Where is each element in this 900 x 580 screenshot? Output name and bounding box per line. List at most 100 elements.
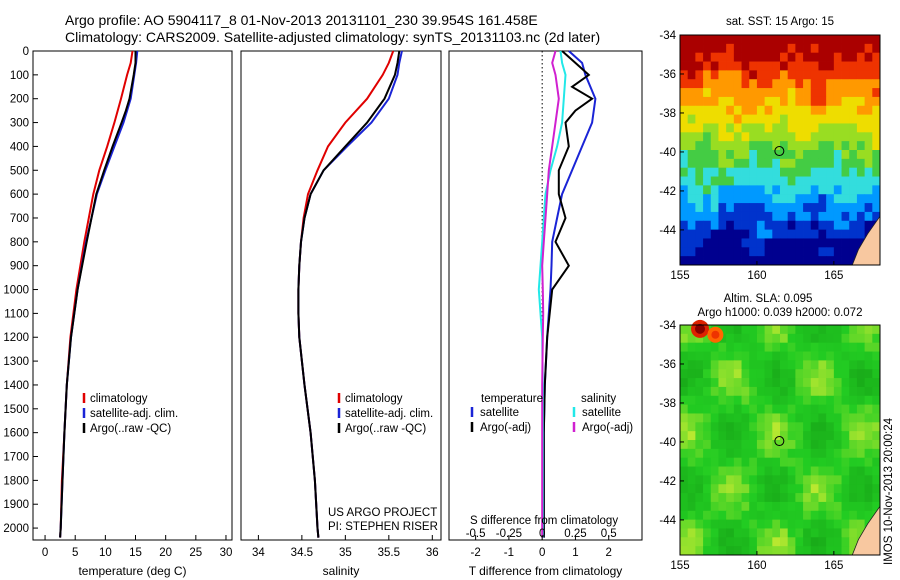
sst-cell: [726, 114, 735, 124]
sla-cell: [856, 351, 866, 361]
sla-cell: [810, 325, 819, 335]
sla-cell: [803, 413, 812, 423]
sla-cell: [818, 325, 827, 335]
sla-cell: [680, 448, 689, 459]
sla-cell: [718, 519, 727, 529]
diff-legend-title-temperature: temperature: [481, 393, 543, 405]
sst-cell: [733, 132, 742, 142]
sst-cell: [756, 105, 766, 116]
sst-cell: [741, 79, 750, 89]
sla-heatmap-cells: [680, 325, 881, 556]
sla-cell: [749, 466, 758, 476]
sla-cell: [772, 519, 781, 529]
sla-cell: [841, 360, 850, 370]
sla-cell: [718, 386, 727, 397]
sla-cell: [795, 484, 804, 494]
sla-cell: [733, 484, 742, 494]
sst-cell: [841, 256, 850, 266]
sst-cell: [749, 203, 758, 213]
sst-cell: [764, 114, 773, 124]
sst-cell: [680, 194, 689, 204]
sla-cell: [803, 342, 812, 352]
sla-cell: [741, 386, 750, 397]
sst-cell: [772, 220, 781, 231]
sst-cell: [695, 211, 704, 222]
sla-cell: [756, 493, 766, 503]
sla-cell: [741, 431, 750, 441]
sla-ytick-label-5: -44: [659, 515, 676, 527]
sla-cell: [826, 484, 835, 494]
sla-cell: [856, 395, 866, 406]
sst-cell: [741, 203, 750, 213]
sla-cell: [841, 342, 850, 352]
sla-cell: [810, 413, 819, 423]
sla-cell: [826, 342, 835, 352]
sst-cell: [718, 203, 727, 213]
sst-cell: [733, 150, 742, 160]
sla-cell: [849, 493, 858, 503]
sla-cell: [795, 404, 804, 414]
sla-cell: [803, 360, 812, 370]
sst-cell: [787, 96, 796, 107]
sla-cell: [795, 440, 804, 450]
timestamp-stamp: IMOS 10-Nov-2013 20:00:24: [883, 417, 895, 565]
sst-cell: [726, 70, 735, 80]
sla-cell: [749, 448, 758, 459]
sst-cell: [849, 79, 858, 89]
sst-cell: [756, 167, 766, 177]
sst-cell: [726, 238, 735, 248]
sst-cell: [780, 203, 789, 213]
sla-cell: [756, 466, 766, 476]
sst-cell: [872, 150, 881, 160]
sst-cell: [687, 211, 696, 222]
sla-cell: [749, 369, 758, 379]
sst-cell: [710, 150, 719, 160]
sla-cell: [741, 342, 750, 352]
sst-cell: [864, 185, 873, 195]
sst-cell: [733, 256, 742, 266]
sla-cell: [856, 501, 866, 512]
sst-cell: [795, 132, 804, 142]
sla-cell: [849, 386, 858, 397]
sla-cell: [803, 422, 812, 432]
sla-cell: [687, 484, 696, 494]
sla-cell: [733, 457, 742, 467]
sst-cell: [787, 88, 796, 98]
sst-cell: [687, 247, 696, 257]
sla-cell: [803, 493, 812, 503]
sla-cell: [772, 501, 781, 512]
sla-cell: [856, 378, 866, 388]
sst-cell: [764, 35, 773, 45]
sla-cell: [749, 395, 758, 406]
sla-cell: [872, 413, 881, 423]
sst-cell: [849, 88, 858, 98]
sst-cell: [756, 114, 766, 124]
sst-cell: [818, 70, 827, 80]
sst-cell: [733, 70, 742, 80]
sst-cell: [695, 43, 704, 54]
sla-cell: [818, 537, 827, 547]
sla-cell: [787, 351, 796, 361]
sla-cell: [687, 413, 696, 423]
sst-cell: [756, 176, 766, 186]
sla-cell: [795, 519, 804, 529]
sst-cell: [741, 105, 750, 116]
sst-cell: [818, 238, 827, 248]
sst-cell: [795, 43, 804, 54]
sla-cell: [810, 484, 819, 494]
sst-cell: [849, 220, 858, 231]
sla-cell: [803, 333, 812, 344]
sla-cell: [864, 360, 873, 370]
sst-cell: [726, 132, 735, 142]
sla-cell: [780, 440, 789, 450]
sst-cell: [703, 185, 712, 195]
sla-cell: [833, 378, 842, 388]
sst-cell: [687, 79, 696, 89]
sst-ytick-label-5: -44: [659, 225, 676, 237]
sla-cell: [718, 360, 727, 370]
sst-cell: [780, 220, 789, 231]
temp-ytick-label-1: 100: [10, 70, 29, 82]
sst-cell: [833, 194, 842, 204]
sst-cell: [780, 256, 789, 266]
sla-cell: [841, 325, 850, 335]
